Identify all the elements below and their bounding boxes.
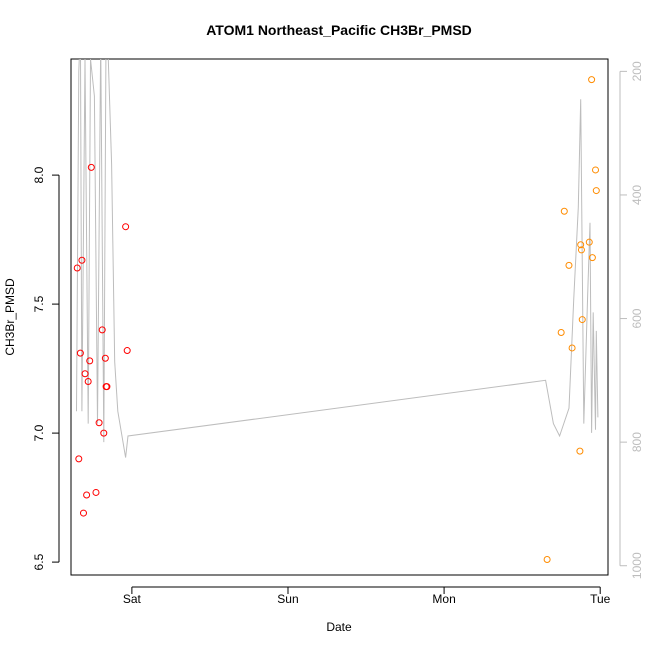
data-point <box>79 509 87 517</box>
y-tick-label: 6.5 <box>32 553 46 570</box>
data-point <box>100 429 108 437</box>
data-point <box>568 344 576 352</box>
data-point <box>76 349 84 357</box>
data-point <box>565 261 573 269</box>
data-point <box>87 163 95 171</box>
data-point <box>95 419 103 427</box>
points-layer <box>73 76 600 564</box>
y-tick-label: 8.0 <box>32 166 46 183</box>
data-point <box>86 357 94 365</box>
right-tick-label: 600 <box>630 308 644 328</box>
data-point <box>585 238 593 246</box>
right-tick-label: 1000 <box>630 552 644 579</box>
x-axis-label: Date <box>326 620 352 634</box>
data-point <box>98 326 106 334</box>
line-layer <box>76 59 599 458</box>
right-tick-label: 200 <box>630 61 644 81</box>
data-point <box>92 488 100 496</box>
data-point <box>576 447 584 455</box>
data-point <box>101 354 109 362</box>
data-point <box>78 256 86 264</box>
data-point <box>588 76 596 84</box>
data-point <box>123 347 131 355</box>
data-point <box>588 254 596 262</box>
x-tick-label: Sat <box>123 592 142 606</box>
x-axis: Sat Sun Mon Tue <box>123 586 611 606</box>
right-tick-label: 800 <box>630 432 644 452</box>
data-point <box>592 166 600 174</box>
data-point <box>84 378 92 385</box>
data-point <box>543 556 551 564</box>
data-point <box>578 316 586 324</box>
right-axis: 200 400 600 800 1000 <box>619 61 644 579</box>
data-point <box>577 241 585 249</box>
data-point <box>577 246 585 254</box>
data-point <box>81 370 89 378</box>
data-point <box>557 328 565 336</box>
data-point <box>122 223 130 231</box>
data-point <box>592 187 600 195</box>
data-point <box>560 207 568 215</box>
y-tick-label: 7.0 <box>32 424 46 441</box>
data-point <box>73 264 81 272</box>
y-tick-label: 7.5 <box>32 295 46 312</box>
y-axis: 6.5 7.0 7.5 8.0 <box>32 166 60 570</box>
x-tick-label: Mon <box>432 592 455 606</box>
x-tick-label: Tue <box>590 592 611 606</box>
right-tick-label: 400 <box>630 185 644 205</box>
plot-frame <box>70 58 609 576</box>
data-point <box>83 491 91 499</box>
y-axis-label: CH3Br_PMSD <box>3 278 17 356</box>
data-point <box>103 383 111 391</box>
series-line <box>76 59 599 458</box>
data-point <box>75 455 83 463</box>
x-tick-label: Sun <box>277 592 298 606</box>
chart-title: ATOM1 Northeast_Pacific CH3Br_PMSD <box>206 22 472 38</box>
